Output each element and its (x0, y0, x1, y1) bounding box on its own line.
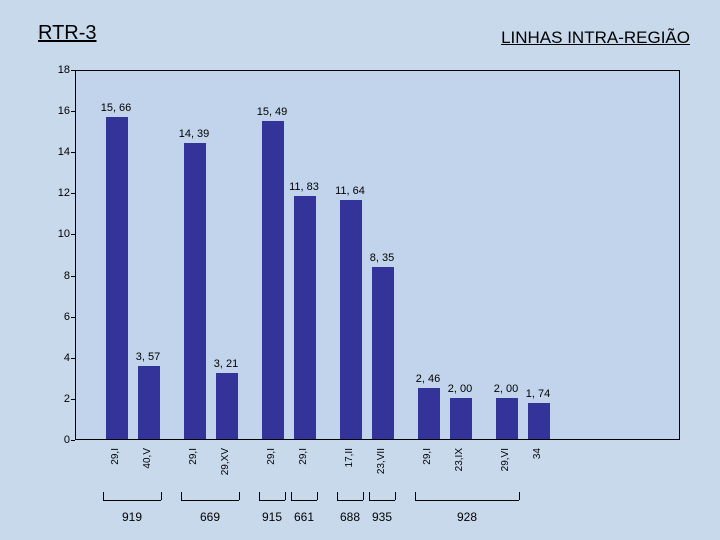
group-bracket-tick (161, 492, 162, 500)
y-tick-mark (71, 234, 75, 235)
x-category-label: 29,XV (220, 448, 231, 475)
y-tick-mark (71, 111, 75, 112)
group-bracket-tick (291, 492, 292, 500)
y-tick-label: 18 (0, 64, 70, 76)
bar (106, 117, 128, 439)
group-bracket-tick (519, 492, 520, 500)
group-bracket-tick (181, 492, 182, 500)
group-bracket-tick (415, 492, 416, 500)
group-label: 935 (372, 510, 392, 524)
bar (216, 373, 238, 439)
group-label: 928 (457, 510, 477, 524)
y-tick-mark (71, 399, 75, 400)
y-tick-label: 8 (0, 270, 70, 282)
x-category-label: 23,VII (376, 448, 387, 474)
bar (138, 366, 160, 439)
y-tick-mark (71, 440, 75, 441)
title-left: RTR-3 (38, 22, 97, 45)
y-tick-mark (71, 276, 75, 277)
y-tick-mark (71, 317, 75, 318)
x-category-label: 34 (532, 448, 543, 459)
y-tick-label: 2 (0, 393, 70, 405)
group-label: 669 (200, 510, 220, 524)
y-tick-label: 16 (0, 105, 70, 117)
bar (450, 398, 472, 439)
group-label: 915 (262, 510, 282, 524)
y-tick-label: 0 (0, 434, 70, 446)
group-bracket-tick (259, 492, 260, 500)
group-bracket-line (259, 500, 285, 501)
group-bracket-tick (363, 492, 364, 500)
group-bracket-line (337, 500, 363, 501)
y-tick-mark (71, 152, 75, 153)
bar-value-label: 2, 00 (448, 383, 472, 395)
bar-value-label: 11, 83 (289, 181, 319, 193)
y-tick-label: 14 (0, 146, 70, 158)
x-category-label: 23,IX (454, 448, 465, 471)
y-tick-label: 6 (0, 311, 70, 323)
bar-value-label: 1, 74 (526, 388, 550, 400)
group-label: 919 (122, 510, 142, 524)
bar-value-label: 3, 21 (214, 358, 238, 370)
bar-value-label: 2, 46 (416, 373, 440, 385)
bar (496, 398, 518, 439)
bar (340, 200, 362, 439)
bar-value-label: 8, 35 (370, 252, 394, 264)
x-category-label: 29,I (266, 448, 277, 465)
bar (528, 403, 550, 439)
x-category-label: 29,I (188, 448, 199, 465)
group-bracket-line (181, 500, 239, 501)
bar (184, 143, 206, 439)
x-category-label: 29,I (298, 448, 309, 465)
group-bracket-line (415, 500, 519, 501)
x-category-label: 40,V (142, 448, 153, 469)
bar-value-label: 11, 64 (335, 185, 365, 197)
group-bracket-tick (369, 492, 370, 500)
x-category-label: 29,VI (500, 448, 511, 471)
group-label: 661 (294, 510, 314, 524)
bar-value-label: 15, 66 (101, 102, 132, 114)
group-bracket-line (291, 500, 317, 501)
slide: RTR-3 LINHAS INTRA-REGIÃO 0 2 4 6 8 10 12 14 16 1… (0, 0, 720, 540)
bar-value-label: 14, 39 (179, 128, 210, 140)
bar (294, 196, 316, 439)
group-bracket-tick (337, 492, 338, 500)
x-category-label: 17,II (344, 448, 355, 467)
bar (262, 121, 284, 439)
y-tick-label: 4 (0, 352, 70, 364)
group-bracket-tick (239, 492, 240, 500)
y-tick-mark (71, 193, 75, 194)
bar (418, 388, 440, 439)
group-bracket-tick (395, 492, 396, 500)
y-tick-mark (71, 358, 75, 359)
group-bracket-tick (285, 492, 286, 500)
y-tick-label: 10 (0, 228, 70, 240)
group-bracket-line (103, 500, 161, 501)
bar-value-label: 2, 00 (494, 383, 518, 395)
bar-value-label: 3, 57 (136, 351, 160, 363)
x-category-label: 29,I (110, 448, 121, 465)
x-category-label: 29,I (422, 448, 433, 465)
group-bracket-tick (103, 492, 104, 500)
title-right: LINHAS INTRA-REGIÃO (501, 28, 690, 48)
group-bracket-tick (317, 492, 318, 500)
bar-value-label: 15, 49 (257, 106, 288, 118)
y-tick-label: 12 (0, 187, 70, 199)
y-tick-mark (71, 70, 75, 71)
group-bracket-line (369, 500, 395, 501)
bar (372, 267, 394, 439)
group-label: 688 (340, 510, 360, 524)
